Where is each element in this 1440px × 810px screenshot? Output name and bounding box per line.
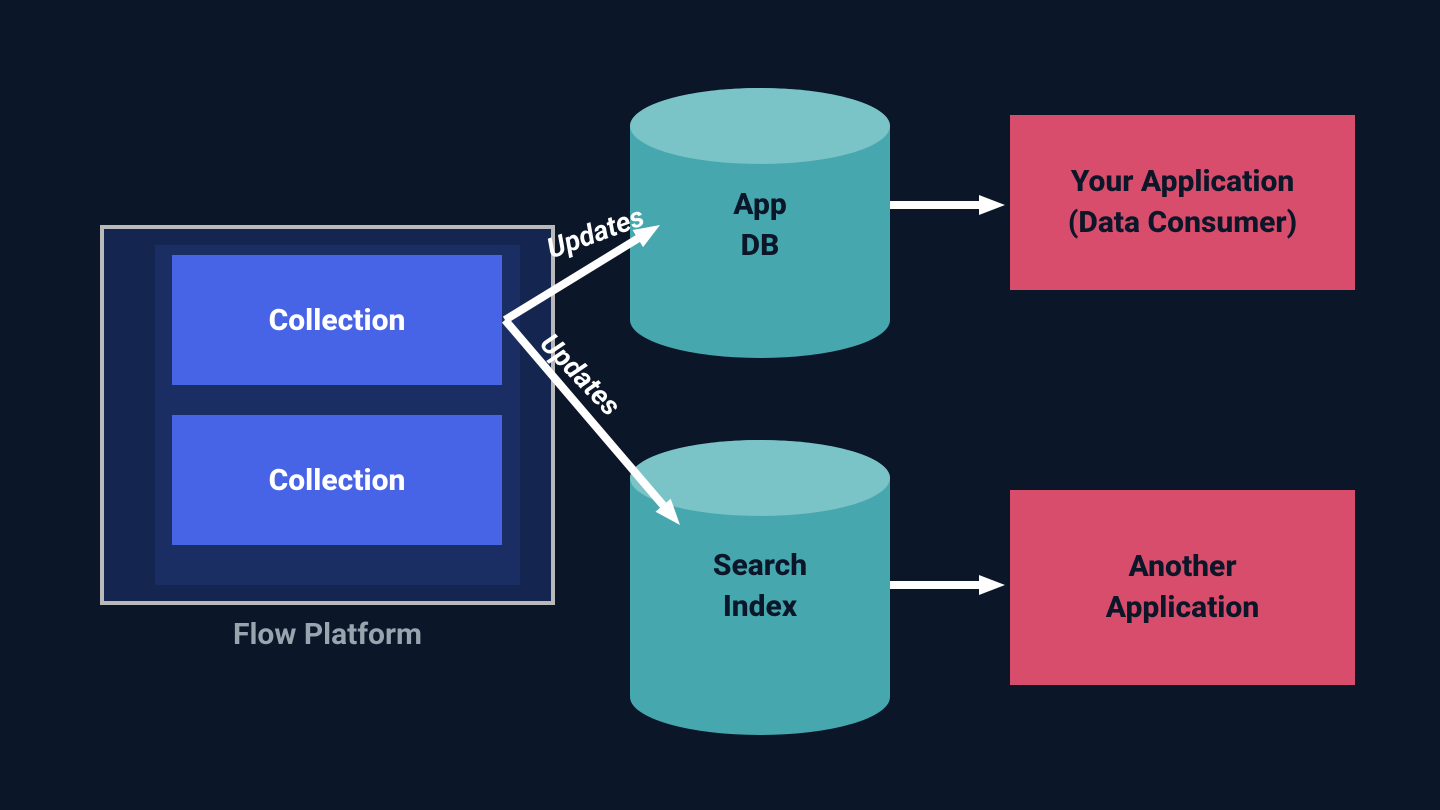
diagram-stage: Collection Collection Flow Platform App … xyxy=(0,0,1440,810)
application-label: Another Application xyxy=(1106,547,1259,628)
db-cylinder-search-index: Search Index xyxy=(630,440,890,735)
db-cylinder-label: App DB xyxy=(630,185,890,266)
application-box-your-application: Your Application (Data Consumer) xyxy=(1010,115,1355,290)
collection-box: Collection xyxy=(172,415,502,545)
db-cylinder-app-db: App DB xyxy=(630,88,890,358)
db-cylinder-label: Search Index xyxy=(630,546,890,627)
collection-box: Collection xyxy=(172,255,502,385)
collection-label: Collection xyxy=(269,303,406,338)
application-box-another-application: Another Application xyxy=(1010,490,1355,685)
collection-label: Collection xyxy=(269,463,406,498)
application-label: Your Application (Data Consumer) xyxy=(1068,162,1297,243)
flow-platform-label: Flow Platform xyxy=(100,617,555,652)
